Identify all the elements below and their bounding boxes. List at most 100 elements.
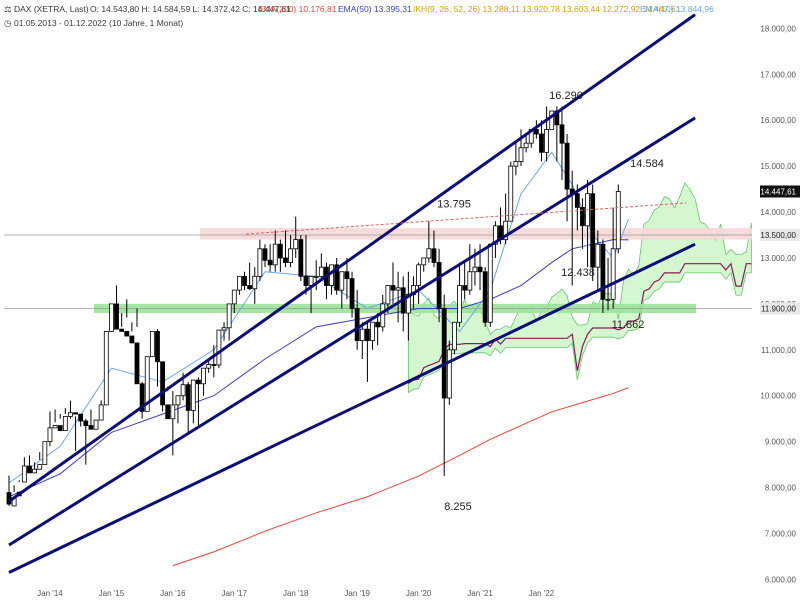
candle-body [513,161,519,167]
candle-body [477,266,483,273]
candle-body [610,248,616,300]
value-annotation: 8.255 [444,501,472,513]
candle-body [252,275,258,290]
ema10-legend: EMA(10) 13.844,96 [640,4,714,14]
candle-body [590,193,596,268]
candle-body [380,303,386,328]
candle-body [180,384,186,397]
value-annotation: 14.584 [630,158,664,170]
candle-body [395,287,401,291]
candle-body [574,193,580,208]
y-tick-label: 9.000,00 [765,438,797,447]
candle-body [190,379,196,411]
x-tick-label: Jan '22 [529,589,555,598]
candle-body [580,207,585,227]
candle-body [27,465,32,474]
candle-body [277,243,283,259]
candle-body [431,248,437,263]
y-tick-label: 8.000,00 [765,484,797,493]
candle-body [160,361,166,406]
candle-body [313,275,319,278]
candle-body [175,395,181,406]
dashed-resistance-line [245,202,687,235]
candle-body [165,404,171,420]
candle-body [52,425,58,429]
candle-body [236,275,242,291]
candle-body [88,425,94,430]
candle-body [231,289,237,305]
candle-body [318,266,324,277]
candle-body [600,243,606,300]
y-tick-label: 16.000,00 [760,116,796,125]
series-line [8,151,629,484]
candle-body [185,384,191,411]
y-tick-label: 17.000,00 [760,70,796,79]
candle-body [62,415,68,432]
y-tick-label: 6.000,00 [765,575,797,584]
candle-body [226,303,232,329]
candle-body [349,278,355,309]
candle-body [155,331,160,363]
candle-body [564,142,570,190]
candle-body [21,465,27,483]
candle-body [78,413,84,422]
candle-body [375,321,381,328]
y-tick-label: 13.000,00 [760,254,796,263]
candle-body [462,285,468,291]
candle-body [211,364,217,366]
candle-body [446,349,452,399]
candle-body [201,367,206,385]
date-range-label: 01.05.2013 - 01.12.2022 (10 Jahre, 1 Mon… [14,18,183,28]
candle-body [114,303,119,330]
candle-body [267,259,273,266]
ema50-legend: EMA(50) 13.395,31 [338,4,412,14]
price-label: 13.500,00 [760,231,796,240]
candle-body [390,285,396,291]
value-annotation: 16.290 [549,90,583,102]
candle-body [57,425,63,432]
trend-line [8,242,696,574]
candle-body [283,257,288,263]
x-tick-label: Jan '17 [222,589,248,598]
candle-body [6,492,12,505]
candle-body [119,328,125,332]
candle-body [32,468,37,474]
trend-line [8,116,696,547]
price-label-box [760,302,800,315]
candle-body [221,327,227,331]
candle-body [242,275,247,286]
price-label-box [760,229,800,242]
candle-body [482,271,488,323]
candle-body [98,404,104,421]
x-tick-label: Jan '20 [406,589,432,598]
price-label: 14.447,61 [760,187,796,196]
candle-body [206,364,212,369]
candle-body [129,335,135,344]
chart-symbol-icon: ⚖ [4,4,12,14]
value-annotation: 13.795 [437,198,471,210]
x-tick-label: Jan '18 [283,589,309,598]
price-label: 11.900,00 [761,304,797,313]
x-tick-label: Jan '21 [467,589,493,598]
y-tick-label: 14.000,00 [760,208,796,217]
price-label-box [760,185,800,198]
y-tick-label: 11.000,00 [761,346,797,355]
y-tick-label: 15.000,00 [760,162,796,171]
candle-body [298,239,304,277]
candle-body [452,321,457,351]
candle-body [370,321,375,342]
candle-body [364,328,370,342]
candle-body [533,128,539,135]
candle-body [436,262,442,309]
candle-body [68,412,73,417]
candle-body [247,285,253,290]
candle-body [487,243,493,323]
candle-body [134,342,140,385]
x-tick-label: Jan '14 [37,589,63,598]
candle-body [492,225,498,245]
candle-body [262,248,268,261]
y-tick-label: 7.000,00 [765,529,797,538]
candle-body [385,285,391,305]
